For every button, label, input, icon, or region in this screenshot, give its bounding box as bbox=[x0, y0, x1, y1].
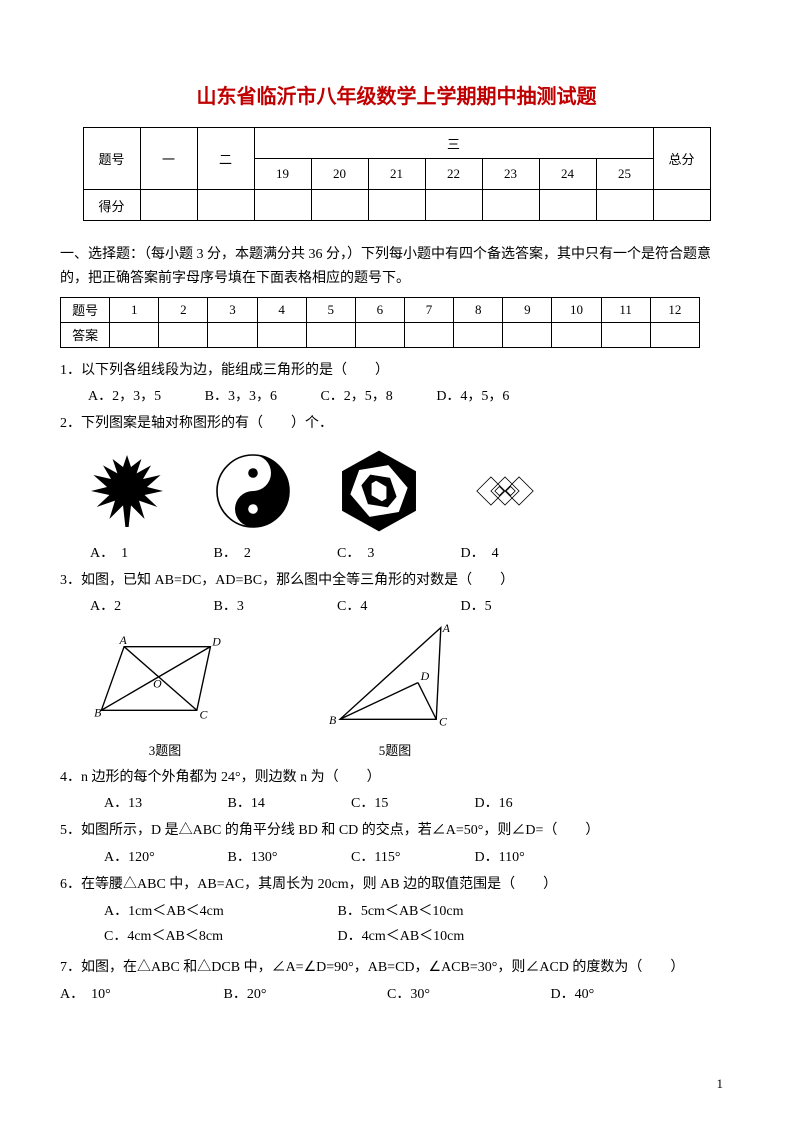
cell: 19 bbox=[254, 159, 311, 190]
opt: A． 10° bbox=[60, 982, 220, 1007]
opt: C．115° bbox=[351, 846, 471, 866]
svg-text:O: O bbox=[153, 677, 162, 691]
cell: 得分 bbox=[83, 190, 140, 221]
opt: A．2 bbox=[90, 595, 210, 615]
section-a-instructions: 一、选择题：（每小题 3 分，本题满分共 36 分，）下列每小题中有四个备选答案… bbox=[60, 243, 733, 291]
opt: A．2，3，5 bbox=[88, 385, 161, 405]
cell: 5 bbox=[306, 297, 355, 322]
cell: 题号 bbox=[83, 128, 140, 190]
cell: 7 bbox=[404, 297, 453, 322]
cell: 答案 bbox=[61, 322, 110, 347]
cell: 一 bbox=[140, 128, 197, 190]
q4-options: A．13 B．14 C．15 D．16 bbox=[104, 792, 733, 812]
yinyang-icon bbox=[208, 446, 298, 536]
question-3: 3．如图，已知 AB=DC，AD=BC，那么图中全等三角形的对数是（ ） bbox=[60, 568, 733, 593]
page-title: 山东省临沂市八年级数学上学期期中抽测试题 bbox=[60, 80, 733, 109]
opt: D．40° bbox=[551, 982, 671, 1007]
opt: A． 1 bbox=[90, 542, 210, 562]
opt: C．4cm＜AB＜8cm bbox=[104, 924, 334, 949]
opt: C．2，5，8 bbox=[320, 385, 392, 405]
opt: C．30° bbox=[387, 982, 547, 1007]
question-7: 7．如图，在△ABC 和△DCB 中，∠A=∠D=90°，AB=CD，∠ACB=… bbox=[60, 955, 733, 980]
opt: C．4 bbox=[337, 595, 457, 615]
svg-text:D: D bbox=[420, 669, 430, 683]
leaf-icon bbox=[82, 446, 172, 536]
cell: 23 bbox=[482, 159, 539, 190]
diamonds-icon bbox=[460, 446, 550, 536]
opt: D．16 bbox=[475, 792, 595, 812]
cell: 2 bbox=[159, 297, 208, 322]
cell: 总分 bbox=[653, 128, 710, 190]
caption: 5题图 bbox=[320, 740, 470, 759]
q6-options: A．1cm＜AB＜4cm B．5cm＜AB＜10cm C．4cm＜AB＜8cm … bbox=[104, 899, 733, 949]
caption: 3题图 bbox=[90, 740, 240, 759]
cell: 25 bbox=[596, 159, 653, 190]
opt: A．120° bbox=[104, 846, 224, 866]
opt: D．4，5，6 bbox=[436, 385, 509, 405]
opt: A．1cm＜AB＜4cm bbox=[104, 899, 334, 924]
cell: 4 bbox=[257, 297, 306, 322]
cell: 三 bbox=[254, 128, 653, 159]
cell: 8 bbox=[454, 297, 503, 322]
question-4: 4．n 边形的每个外角都为 24°，则边数 n 为（ ） bbox=[60, 765, 733, 790]
svg-text:B: B bbox=[94, 706, 101, 720]
q7-options: A． 10° B．20° C．30° D．40° bbox=[60, 982, 733, 1007]
cell: 11 bbox=[601, 297, 650, 322]
opt: D．5 bbox=[461, 595, 581, 615]
opt: B．20° bbox=[224, 982, 384, 1007]
opt: D．4cm＜AB＜10cm bbox=[338, 924, 568, 949]
opt: D．110° bbox=[475, 846, 595, 866]
cell: 3 bbox=[208, 297, 257, 322]
q2-images bbox=[82, 446, 733, 536]
opt: B．3，3，6 bbox=[205, 385, 277, 405]
q2-options: A． 1 B． 2 C． 3 D． 4 bbox=[90, 542, 733, 562]
svg-text:A: A bbox=[119, 633, 128, 647]
opt: B． 2 bbox=[214, 542, 334, 562]
score-table: 题号 一 二 三 总分 19 20 21 22 23 24 25 得分 bbox=[83, 127, 711, 221]
triangle-diagram: A B C D bbox=[320, 623, 470, 733]
parallelogram-diagram: A D B C O bbox=[90, 633, 240, 733]
question-1: 1．以下列各组线段为边，能组成三角形的是（ ） bbox=[60, 358, 733, 383]
cell: 1 bbox=[110, 297, 159, 322]
hexagon-icon bbox=[334, 446, 424, 536]
cell: 题号 bbox=[61, 297, 110, 322]
opt: C． 3 bbox=[337, 542, 457, 562]
question-6: 6．在等腰△ABC 中，AB=AC，其周长为 20cm，则 AB 边的取值范围是… bbox=[60, 872, 733, 897]
cell: 二 bbox=[197, 128, 254, 190]
opt: B．130° bbox=[228, 846, 348, 866]
question-5: 5．如图所示，D 是△ABC 的角平分线 BD 和 CD 的交点，若∠A=50°… bbox=[60, 818, 733, 843]
cell: 24 bbox=[539, 159, 596, 190]
opt: A．13 bbox=[104, 792, 224, 812]
opt: C．15 bbox=[351, 792, 471, 812]
cell: 20 bbox=[311, 159, 368, 190]
cell: 9 bbox=[503, 297, 552, 322]
opt: B．3 bbox=[214, 595, 334, 615]
svg-text:C: C bbox=[200, 708, 208, 722]
page-number: 1 bbox=[717, 1076, 724, 1092]
svg-text:C: C bbox=[439, 715, 448, 729]
q5-options: A．120° B．130° C．115° D．110° bbox=[104, 846, 733, 866]
opt: B．14 bbox=[228, 792, 348, 812]
svg-text:D: D bbox=[211, 635, 221, 649]
q1-options: A．2，3，5 B．3，3，6 C．2，5，8 D．4，5，6 bbox=[88, 385, 733, 405]
cell: 21 bbox=[368, 159, 425, 190]
question-2: 2．下列图案是轴对称图形的有（ ）个． bbox=[60, 411, 733, 436]
cell: 12 bbox=[650, 297, 699, 322]
cell: 22 bbox=[425, 159, 482, 190]
opt: B．5cm＜AB＜10cm bbox=[338, 899, 568, 924]
svg-text:A: A bbox=[442, 623, 451, 635]
q3-diagrams: A D B C O 3题图 A B C D 5题图 bbox=[90, 623, 733, 759]
opt: D． 4 bbox=[461, 542, 581, 562]
cell: 6 bbox=[355, 297, 404, 322]
answer-table: 题号 1 2 3 4 5 6 7 8 9 10 11 12 答案 bbox=[60, 297, 700, 348]
q3-options: A．2 B．3 C．4 D．5 bbox=[90, 595, 733, 615]
svg-text:B: B bbox=[329, 713, 337, 727]
cell: 10 bbox=[552, 297, 601, 322]
